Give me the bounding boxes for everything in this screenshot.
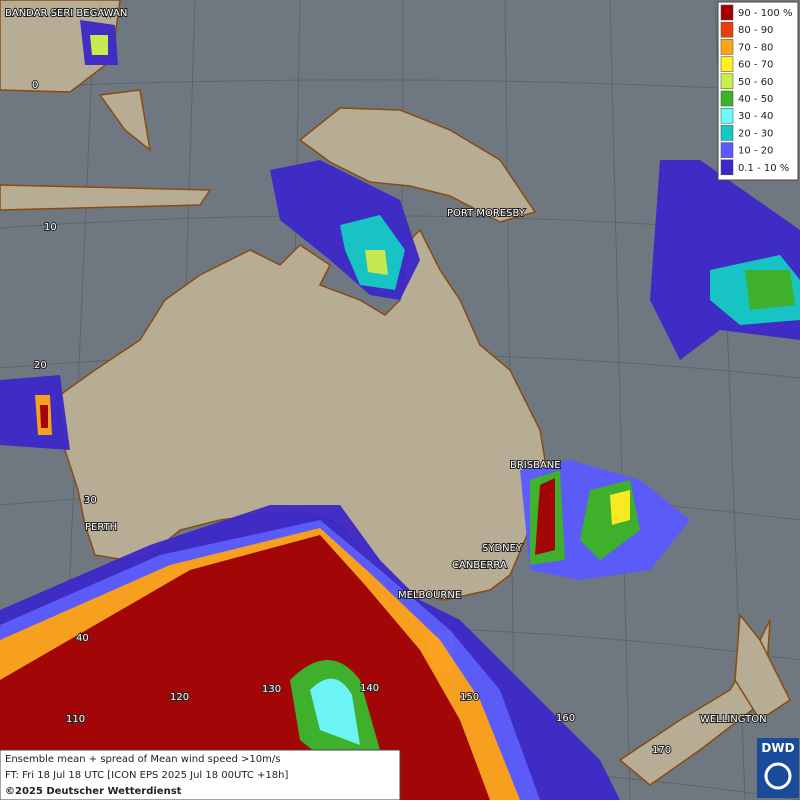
info-box: Ensemble mean + spread of Mean wind spee… — [0, 749, 401, 801]
lon-label: 120 — [170, 692, 189, 703]
legend-swatch — [720, 159, 734, 176]
legend-label: 90 - 100 % — [738, 8, 792, 19]
lat-label: 10 — [44, 222, 57, 233]
legend-label: 50 - 60 — [738, 77, 773, 88]
legend-swatch — [720, 90, 734, 107]
legend-swatch — [720, 4, 734, 21]
info-line: Ensemble mean + spread of Mean wind spee… — [5, 754, 280, 765]
place-labels: BANDAR SERI BEGAWAN PORT MORESBY BRISBAN… — [4, 7, 768, 726]
place: BRISBANE — [510, 460, 561, 471]
lon-label: 140 — [360, 683, 379, 694]
legend-label: 30 - 40 — [738, 111, 773, 122]
legend-swatch — [720, 73, 734, 90]
legend-swatch — [720, 142, 734, 158]
place: PERTH — [85, 522, 117, 533]
place: WELLINGTON — [700, 714, 767, 725]
info-line: FT: Fri 18 Jul 18 UTC [ICON EPS 2025 Jul… — [5, 770, 288, 781]
place: BANDAR SERI BEGAWAN — [5, 8, 127, 19]
legend-label: 0.1 - 10 % — [738, 163, 789, 174]
lon-label: 170 — [652, 745, 671, 756]
legend-label: 60 - 70 — [738, 60, 773, 71]
info-line: ©2025 Deutscher Wetterdienst — [5, 786, 182, 797]
logo-icon — [764, 762, 792, 790]
graticule-labels: 0 10 20 30 40 110 120 130 140 150 160 17… — [31, 79, 672, 757]
legend-swatch — [720, 125, 734, 141]
wind-probability — [0, 20, 800, 800]
lat-label: 40 — [76, 633, 89, 644]
legend-label: 70 - 80 — [738, 42, 773, 53]
legend-label: 20 - 30 — [738, 128, 773, 139]
logo: DWD — [757, 738, 799, 798]
lon-label: 160 — [556, 713, 575, 724]
land — [0, 0, 791, 786]
place: SYDNEY — [482, 543, 523, 554]
logo-text: DWD — [761, 741, 794, 755]
legend-swatch — [720, 39, 734, 55]
legend-swatch — [720, 56, 734, 72]
legend-swatch — [720, 107, 734, 124]
lon-label: 130 — [262, 684, 281, 695]
info-background — [0, 749, 401, 801]
lon-label: 110 — [66, 714, 85, 725]
legend-label: 10 - 20 — [738, 146, 773, 157]
lat-label: 0 — [32, 80, 38, 91]
place: MELBOURNE — [398, 590, 461, 601]
lon-label: 150 — [460, 692, 479, 703]
legend-label: 40 - 50 — [738, 94, 773, 105]
lat-label: 30 — [84, 495, 97, 506]
legend-label: 80 - 90 — [738, 25, 773, 36]
place: PORT MORESBY — [447, 208, 526, 219]
legend: 90 - 100 % 80 - 90 70 - 80 60 - 70 50 - 60 40… — [717, 1, 799, 181]
place: CANBERRA — [452, 560, 507, 571]
lat-label: 20 — [34, 360, 47, 371]
legend-swatch — [720, 21, 734, 38]
